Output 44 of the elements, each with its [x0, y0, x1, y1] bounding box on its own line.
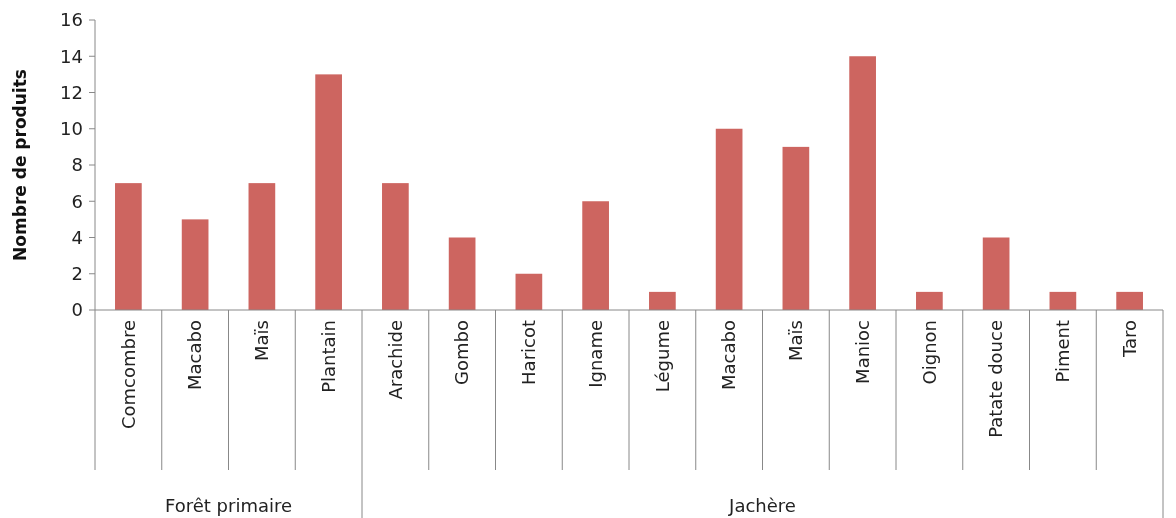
bar [181, 219, 209, 310]
bar [582, 201, 609, 310]
bar [515, 273, 543, 310]
x-tick-label: Taro [1118, 320, 1140, 359]
x-tick-label: Igname [584, 320, 606, 388]
bar [649, 291, 676, 310]
bar [115, 183, 142, 310]
bar [1049, 291, 1077, 310]
y-tick-label: 6 [71, 190, 83, 212]
x-tick-label: Haricot [518, 320, 540, 385]
bar [782, 146, 810, 310]
y-tick-label: 2 [71, 263, 83, 285]
y-tick-label: 16 [60, 9, 83, 31]
y-tick-label: 12 [60, 81, 83, 103]
x-tick-label: Macabo [718, 320, 740, 390]
x-tick-label: Manioc [851, 320, 873, 384]
bar [448, 237, 476, 310]
y-tick-label: 4 [71, 226, 83, 248]
bar [1116, 291, 1143, 310]
bar [982, 237, 1010, 310]
bar [715, 128, 743, 310]
x-tick-label: Plantain [317, 320, 339, 393]
y-axis-title: Nombre de produits [10, 69, 30, 261]
y-tick-label: 14 [60, 45, 83, 67]
bar [382, 183, 409, 310]
x-tick-label: Oignon [918, 320, 940, 385]
x-tick-label: Légume [651, 320, 673, 393]
x-tick-label: Piment [1052, 320, 1074, 383]
text: Jachère [728, 495, 796, 516]
bar [315, 74, 342, 310]
text: Forêt primaire [164, 495, 293, 516]
bar [916, 291, 943, 310]
y-tick-label: 0 [71, 299, 83, 321]
bar [248, 183, 276, 310]
y-tick-label: 10 [60, 118, 83, 140]
x-tick-label: Macabo [184, 320, 206, 390]
x-tick-label: Patate douce [985, 320, 1007, 438]
y-tick-label: 8 [71, 154, 83, 176]
x-tick-label: Maïs [785, 320, 807, 361]
x-tick-label: Arachide [384, 320, 406, 400]
bar [849, 56, 876, 310]
x-tick-label: Comcombre [117, 320, 139, 430]
x-tick-label: Gombo [451, 320, 473, 385]
x-tick-label: Maïs [251, 320, 273, 361]
